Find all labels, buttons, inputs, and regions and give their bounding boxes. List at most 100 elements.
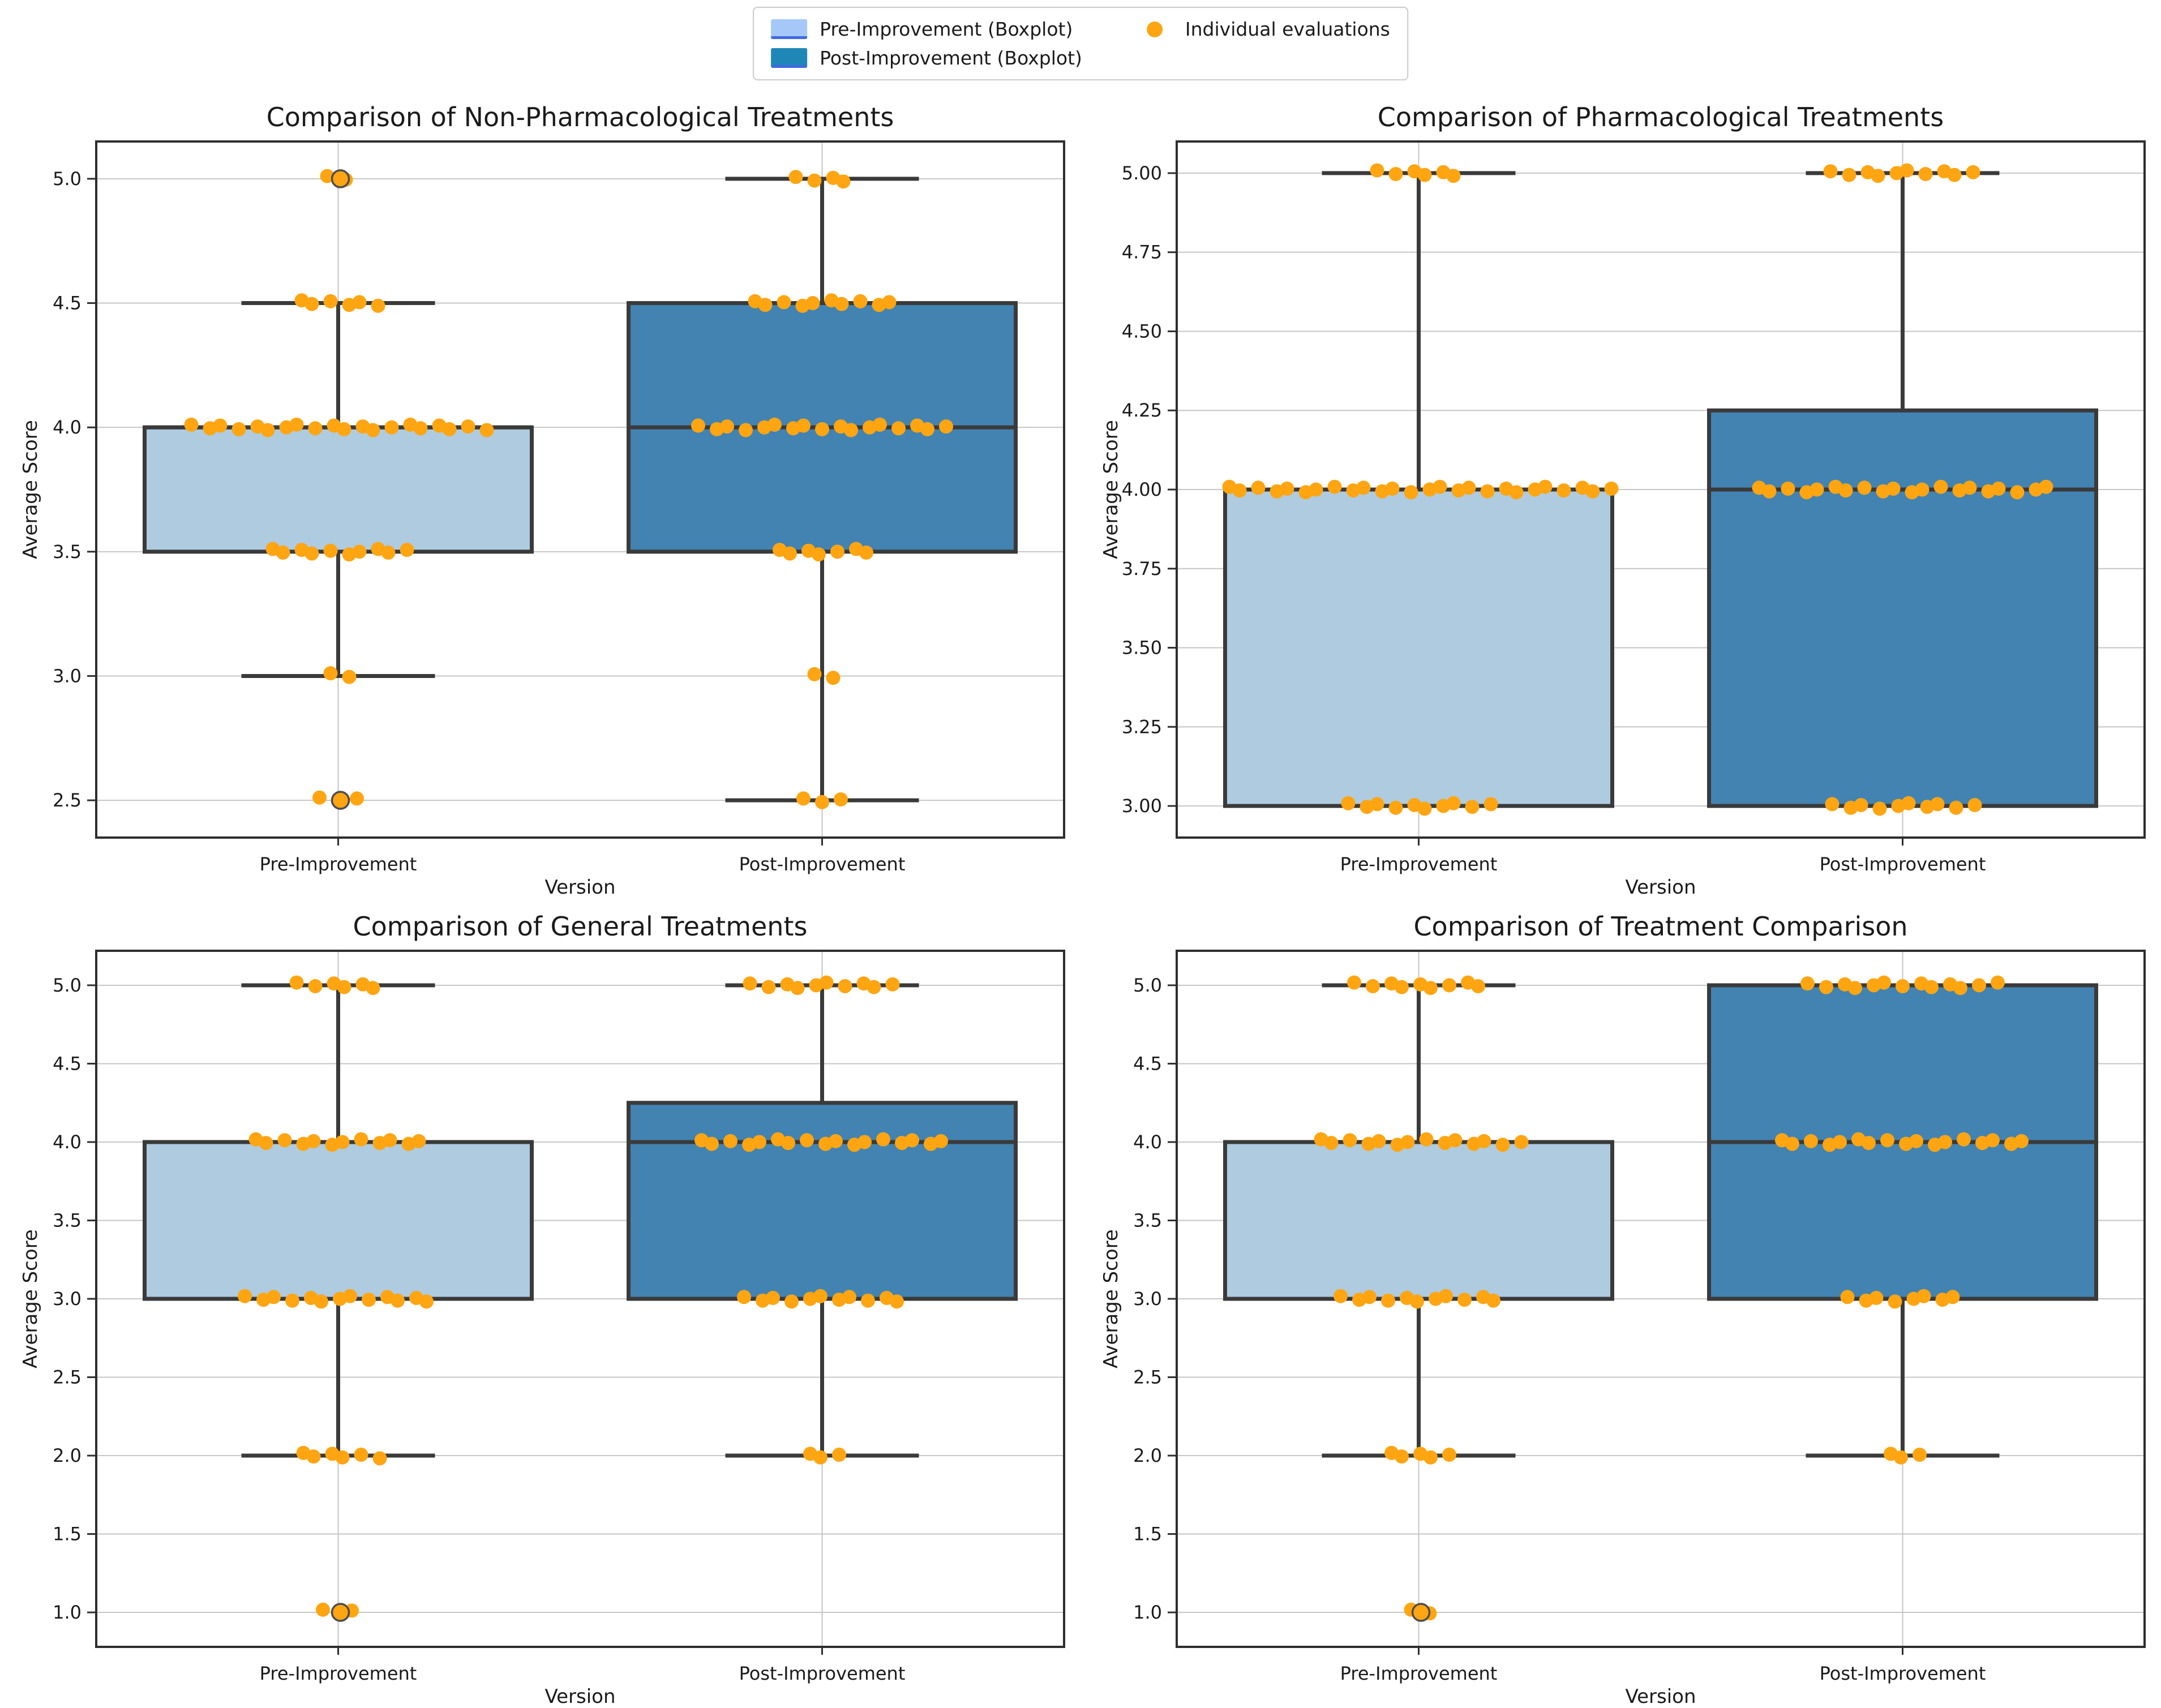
data-point [1496,1138,1510,1152]
subplot-general: Comparison of General Treatments Average… [0,894,1080,1703]
data-point [1538,480,1553,494]
data-point [1880,1133,1894,1147]
data-point [336,1450,350,1465]
data-point [1949,801,1963,815]
y-tick-label: 4.00 [1122,479,1162,500]
data-point [873,418,887,432]
data-point [838,979,852,993]
legend-item-label: Individual evaluations [1185,18,1390,40]
data-point [934,1134,948,1148]
data-point [842,1290,856,1304]
data-point [1477,1134,1491,1148]
data-point [1841,1290,1855,1304]
box [1225,490,1613,806]
legend: Pre-Improvement (Boxplot) Post-Improveme… [753,7,1408,80]
data-point [1972,978,1986,992]
data-point [808,174,822,188]
data-point [1948,168,1962,182]
data-point [1909,1134,1923,1148]
data-point [1447,169,1461,183]
data-point [337,980,351,994]
data-point [854,294,868,308]
data-point [743,976,757,990]
legend-points-column: Individual evaluations [1137,18,1390,40]
x-tick-label: Pre-Improvement [1340,853,1498,875]
y-tick-label: 1.0 [53,1602,82,1623]
data-point [308,421,323,435]
box [145,427,532,552]
data-point [324,294,338,308]
data-point [1410,1294,1424,1308]
data-point [784,1294,799,1308]
data-point [1481,484,1495,499]
data-point [1386,482,1400,496]
data-point [307,1134,321,1148]
data-point [867,980,881,994]
data-point [815,795,829,809]
y-tick-label: 5.0 [53,975,82,996]
data-point [1389,167,1403,181]
outlier-point [1413,1604,1430,1621]
y-tick-label: 4.75 [1122,242,1162,263]
outlier-point [332,1604,349,1621]
data-point [290,976,304,990]
boxplot-post [1709,976,2096,1465]
data-point [723,1134,738,1148]
data-point [1442,978,1456,992]
data-point [720,419,734,434]
outlier-point [332,170,349,187]
boxplot-post [1709,164,2096,816]
data-point [1343,1133,1357,1147]
data-point [1819,980,1833,994]
data-point [1991,976,2005,990]
data-point [796,418,811,432]
data-point [789,170,803,184]
data-point [1423,1450,1438,1465]
data-point [305,547,319,561]
data-point [1877,976,1891,990]
data-point [1854,798,1868,812]
data-point [813,1289,827,1303]
data-point [1484,797,1498,811]
data-point [1395,1449,1409,1464]
data-point [859,546,873,560]
data-point [1938,1135,1952,1149]
data-point [920,422,934,436]
boxplot-post [629,976,1016,1465]
data-point [1233,483,1247,497]
data-point [1992,482,2006,496]
data-point [1381,1294,1395,1308]
data-point [391,1294,405,1308]
box [1709,410,2096,806]
y-tick-label: 4.5 [1133,1053,1162,1074]
data-point [2014,1134,2029,1148]
data-point [1871,169,1885,183]
y-tick-label: 3.75 [1122,558,1162,580]
data-point [362,1293,376,1307]
y-tick-label: 1.5 [53,1524,82,1545]
x-axis-label: Version [96,1685,1064,1708]
data-point [882,295,897,309]
outlier-point [332,792,349,809]
x-tick-label: Post-Improvement [1820,853,1986,875]
boxplot-post [629,170,1016,809]
data-point [1557,483,1571,497]
data-point [1465,800,1480,814]
data-point [383,1133,397,1147]
subplot-pharmacological: Comparison of Pharmacological Treatments… [1080,85,2161,894]
x-axis-label: Version [1177,1685,2145,1708]
y-tick-label: 3.0 [53,1288,82,1310]
data-point [890,1294,904,1308]
data-point [1870,1291,1884,1305]
data-point [324,544,338,558]
data-point [353,295,367,309]
y-tick-label: 2.5 [53,789,82,811]
y-tick-label: 4.0 [1133,1131,1162,1153]
data-point [1439,1289,1453,1303]
y-tick-label: 1.0 [1133,1602,1162,1623]
data-point [837,174,851,188]
data-point [366,423,380,437]
data-point [1328,480,1342,494]
y-tick-label: 4.50 [1122,320,1162,342]
data-point [337,422,351,436]
